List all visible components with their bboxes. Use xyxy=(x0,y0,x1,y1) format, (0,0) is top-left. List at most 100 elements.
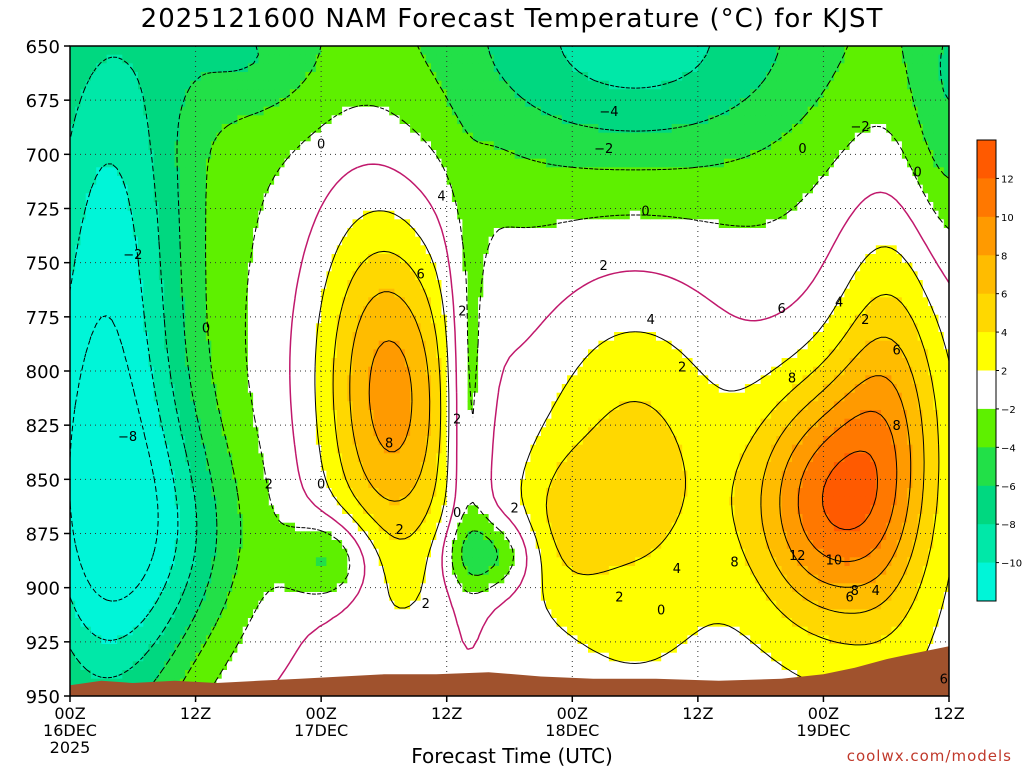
contour-label: 4 xyxy=(872,584,880,599)
x-tick-label: 12Z xyxy=(431,704,462,723)
colorbar-tick-label: 6 xyxy=(1001,290,1007,301)
x-tick-label: 2025 xyxy=(50,738,91,757)
contour-label: 0 xyxy=(798,142,806,157)
colorbar-swatch xyxy=(977,447,996,487)
contour-label: 0 xyxy=(453,506,461,521)
contour-label: −2 xyxy=(851,120,870,135)
contour-label: 0 xyxy=(657,603,665,618)
contour-line-4 xyxy=(332,250,940,646)
contour-line-m2 xyxy=(206,104,949,696)
colorbar-swatch xyxy=(977,408,996,448)
credit-link[interactable]: coolwx.com/models xyxy=(846,747,1012,765)
y-tick-label: 875 xyxy=(26,525,60,546)
contour-label: 2 xyxy=(422,597,430,612)
x-tick-label: 12Z xyxy=(180,704,211,723)
x-tick-label: 16DEC xyxy=(43,721,97,740)
y-tick-label: 950 xyxy=(26,687,60,708)
y-tick-label: 675 xyxy=(26,91,60,112)
x-tick-label: 00Z xyxy=(305,704,336,723)
contour-label: 0 xyxy=(317,138,325,153)
contour-line-m12 xyxy=(70,315,159,602)
contour-line-6 xyxy=(349,291,925,614)
y-tick-label: 700 xyxy=(26,145,60,166)
contour-label: 8 xyxy=(893,419,901,434)
x-tick-label: 00Z xyxy=(557,704,588,723)
colorbar-tick-label: −2 xyxy=(1001,405,1016,416)
contour-line-m10 xyxy=(70,163,179,641)
x-tick-label: 12Z xyxy=(682,704,713,723)
colorbar-swatch xyxy=(977,485,996,525)
contour-label: 4 xyxy=(673,562,681,577)
contour-label: 12 xyxy=(789,549,806,564)
colorbar-tick-label: 12 xyxy=(1001,174,1014,185)
contour-label: 2 xyxy=(678,361,686,376)
y-tick-label: 850 xyxy=(26,470,60,491)
contour-label: 2 xyxy=(458,304,466,319)
contour-label: 2 xyxy=(265,478,273,493)
x-tick-label: 18DEC xyxy=(545,721,599,740)
contour-line-2 xyxy=(314,210,949,696)
contour-label: 4 xyxy=(835,296,843,311)
contour-label: 8 xyxy=(851,584,859,599)
contour-label: 2 xyxy=(453,413,461,428)
terrain xyxy=(70,646,949,696)
contour-label: −4 xyxy=(599,105,618,120)
chart-title: 2025121600 NAM Forecast Temperature (°C)… xyxy=(140,4,884,34)
contour-label: −8 xyxy=(118,430,137,445)
colorbar-tick-label: −4 xyxy=(1001,443,1016,454)
contour-label: 8 xyxy=(385,437,393,452)
colorbar-swatch xyxy=(977,332,996,371)
contour-label: 0 xyxy=(202,322,210,337)
colorbar-swatch xyxy=(977,370,996,410)
colorbar-swatch xyxy=(977,293,996,333)
colorbar-tick-label: −6 xyxy=(1001,482,1016,493)
x-tick-label: 00Z xyxy=(808,704,839,723)
x-tick-label: 00Z xyxy=(54,704,85,723)
colorbar-tick-label: 8 xyxy=(1001,251,1007,262)
contour-label: 2 xyxy=(861,313,869,328)
x-tick-label: 12Z xyxy=(933,704,964,723)
contour-line-m8 xyxy=(70,46,711,679)
contour-label: −2 xyxy=(594,142,613,157)
colorbar-tick-label: 4 xyxy=(1001,328,1007,339)
contour-label: 2 xyxy=(511,502,519,517)
x-tick-label: 17DEC xyxy=(294,721,348,740)
contour-label: 2 xyxy=(600,259,608,274)
colorbar-swatch xyxy=(977,178,996,218)
contour-label: −2 xyxy=(123,248,142,263)
colorbar-swatch xyxy=(977,255,996,295)
contour-label: 0 xyxy=(641,205,649,220)
colorbar-tick-label: 10 xyxy=(1001,213,1014,224)
colorbar-swatch xyxy=(977,140,996,179)
y-tick-label: 775 xyxy=(26,308,60,329)
colorbar-swatch xyxy=(977,216,996,256)
contour-line-8 xyxy=(368,340,912,588)
contour-label: 0 xyxy=(913,166,921,181)
y-tick-label: 925 xyxy=(26,633,60,654)
contour-label: 4 xyxy=(437,190,445,205)
y-tick-label: 750 xyxy=(26,254,60,275)
contour-label: 2 xyxy=(395,523,403,538)
contour-label: 0 xyxy=(317,478,325,493)
contour-label: 8 xyxy=(788,372,796,387)
x-tick-label: 19DEC xyxy=(796,721,850,740)
contour-label: 6 xyxy=(893,343,901,358)
colorbar-tick-label: −10 xyxy=(1001,559,1022,570)
contour-label: 4 xyxy=(647,313,655,328)
contour-label: 6 xyxy=(416,268,424,283)
y-tick-label: 800 xyxy=(26,362,60,383)
y-tick-label: 825 xyxy=(26,416,60,437)
x-axis-title: Forecast Time (UTC) xyxy=(411,744,613,768)
y-tick-label: 900 xyxy=(26,579,60,600)
colorbar-swatch xyxy=(977,562,996,602)
contour-label: 6 xyxy=(845,590,853,605)
contour-label: 10 xyxy=(826,554,843,569)
y-tick-label: 725 xyxy=(26,200,60,221)
contour-label: 8 xyxy=(730,556,738,571)
contour-line-10 xyxy=(797,410,898,563)
contour-line-12 xyxy=(821,450,878,531)
colorbar-tick-label: 2 xyxy=(1001,367,1007,378)
contour-label: 6 xyxy=(940,673,948,688)
y-tick-label: 650 xyxy=(26,37,60,58)
